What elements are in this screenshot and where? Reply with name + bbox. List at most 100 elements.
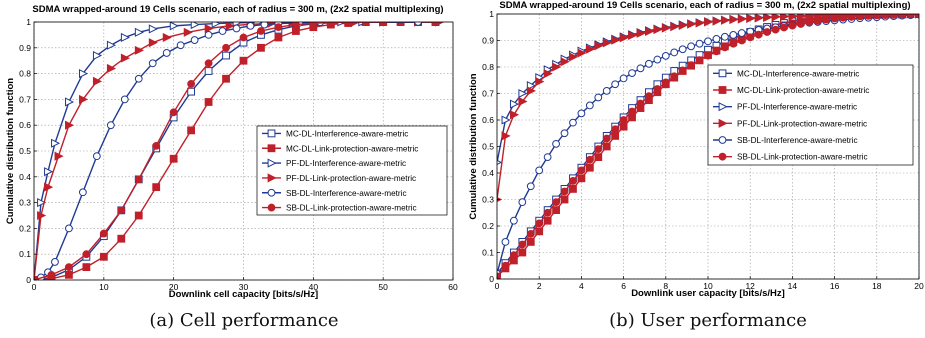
chart-title: SDMA wrapped-around 19 Cells scenario, e… xyxy=(499,0,910,11)
legend-label: PF-DL-Interference-aware-metric xyxy=(286,159,406,168)
data-point xyxy=(552,198,560,207)
data-point xyxy=(704,51,712,60)
data-point xyxy=(44,182,54,192)
data-point xyxy=(190,36,199,44)
data-point xyxy=(636,99,645,108)
data-point xyxy=(37,198,47,208)
data-point xyxy=(720,43,729,52)
series-sb-dl-link-protection-aware-metric xyxy=(34,22,388,280)
data-point xyxy=(99,229,108,238)
data-point xyxy=(260,22,269,29)
data-point xyxy=(246,22,255,30)
data-point xyxy=(763,14,773,22)
x-tick-label: 12 xyxy=(745,281,755,291)
data-point xyxy=(92,76,103,86)
x-tick-label: 20 xyxy=(914,281,924,291)
data-point xyxy=(754,30,763,39)
data-point xyxy=(569,52,579,62)
y-tick-label: 0.5 xyxy=(482,142,494,152)
data-point xyxy=(518,88,528,99)
data-point xyxy=(720,32,729,41)
data-point xyxy=(560,129,569,138)
data-point xyxy=(754,14,764,23)
legend-label: MC-DL-Interference-aware-metric xyxy=(286,129,408,138)
data-point xyxy=(628,107,636,116)
data-point xyxy=(645,59,653,68)
data-point xyxy=(222,43,230,52)
data-point xyxy=(678,45,687,54)
legend-marker xyxy=(718,102,728,112)
data-point xyxy=(872,14,881,20)
legend-label: SB-DL-Link-protection-aware-metric xyxy=(286,204,417,213)
data-point xyxy=(687,42,696,51)
data-point xyxy=(65,263,73,272)
data-point xyxy=(788,14,798,21)
data-point xyxy=(509,216,518,225)
user-capacity-cdf-chart: 0 2 4 6 8 10 12 14 16 18 20 0 0.1 0.2 0.3 0.4 0.5 0.6 0.7 0… xyxy=(468,0,924,299)
legend-entry: SB-DL-Link-protection-aware-metric xyxy=(262,204,417,213)
y-tick-label: 0.5 xyxy=(19,146,31,156)
data-point xyxy=(839,14,847,22)
data-point xyxy=(120,95,129,104)
data-point xyxy=(594,153,603,161)
legend-entry: MC-DL-Link-protection-aware-metric xyxy=(262,144,418,153)
data-point xyxy=(856,14,864,21)
cell-capacity-cdf-chart: 0 10 20 30 40 50 60 0 0.1 0.2 0.3 0.4 0.5 0.6 0.7 0.8 0.… xyxy=(5,4,458,300)
data-point xyxy=(889,14,898,19)
data-point xyxy=(602,134,611,143)
data-point xyxy=(763,28,771,36)
data-point xyxy=(560,195,569,204)
data-point xyxy=(65,224,73,233)
data-point xyxy=(569,177,577,185)
x-tick-label: 10 xyxy=(99,282,109,292)
data-point xyxy=(117,234,126,243)
data-point xyxy=(611,35,621,45)
data-point xyxy=(813,16,822,25)
data-point xyxy=(737,29,746,37)
data-point xyxy=(577,48,587,58)
data-point xyxy=(847,14,856,21)
data-point xyxy=(120,53,130,63)
y-tick-label: 0.8 xyxy=(19,69,31,79)
data-point xyxy=(645,26,655,37)
data-point xyxy=(183,27,193,37)
data-point xyxy=(162,32,172,43)
y-tick-label: 0.3 xyxy=(19,198,31,208)
data-point xyxy=(737,14,747,24)
y-tick-label: 0.6 xyxy=(482,115,494,125)
data-point xyxy=(501,131,511,141)
data-point xyxy=(509,110,520,120)
data-point xyxy=(822,15,831,24)
data-point xyxy=(535,227,544,236)
data-point xyxy=(526,238,535,246)
data-point xyxy=(222,74,230,83)
data-point xyxy=(704,37,712,46)
data-point xyxy=(351,22,361,27)
legend-label: MC-DL-Link-protection-aware-metric xyxy=(286,144,418,153)
legend-entry: SB-DL-Link-protection-aware-metric xyxy=(713,153,868,162)
x-tick-label: 6 xyxy=(621,281,626,291)
data-point xyxy=(78,188,87,197)
data-point xyxy=(543,69,553,79)
data-point xyxy=(106,121,115,130)
legend-box xyxy=(256,125,448,216)
data-point xyxy=(746,33,755,42)
legend-entry: PF-DL-Link-protection-aware-metric xyxy=(262,173,416,183)
x-tick-label: 0 xyxy=(495,281,500,291)
y-tick-label: 0.2 xyxy=(482,221,494,231)
data-point xyxy=(552,206,560,214)
series-sb-dl-link-protection-aware-metric xyxy=(497,14,919,279)
data-point xyxy=(148,24,158,34)
data-point xyxy=(585,44,596,54)
data-point xyxy=(687,61,696,70)
legend-marker xyxy=(718,136,727,144)
data-point xyxy=(309,22,318,28)
data-point xyxy=(695,56,704,65)
data-point xyxy=(712,35,721,43)
data-point xyxy=(187,80,196,88)
data-point xyxy=(518,198,527,207)
data-point xyxy=(602,86,611,95)
data-point xyxy=(653,85,662,93)
y-tick-label: 0.7 xyxy=(482,89,494,99)
